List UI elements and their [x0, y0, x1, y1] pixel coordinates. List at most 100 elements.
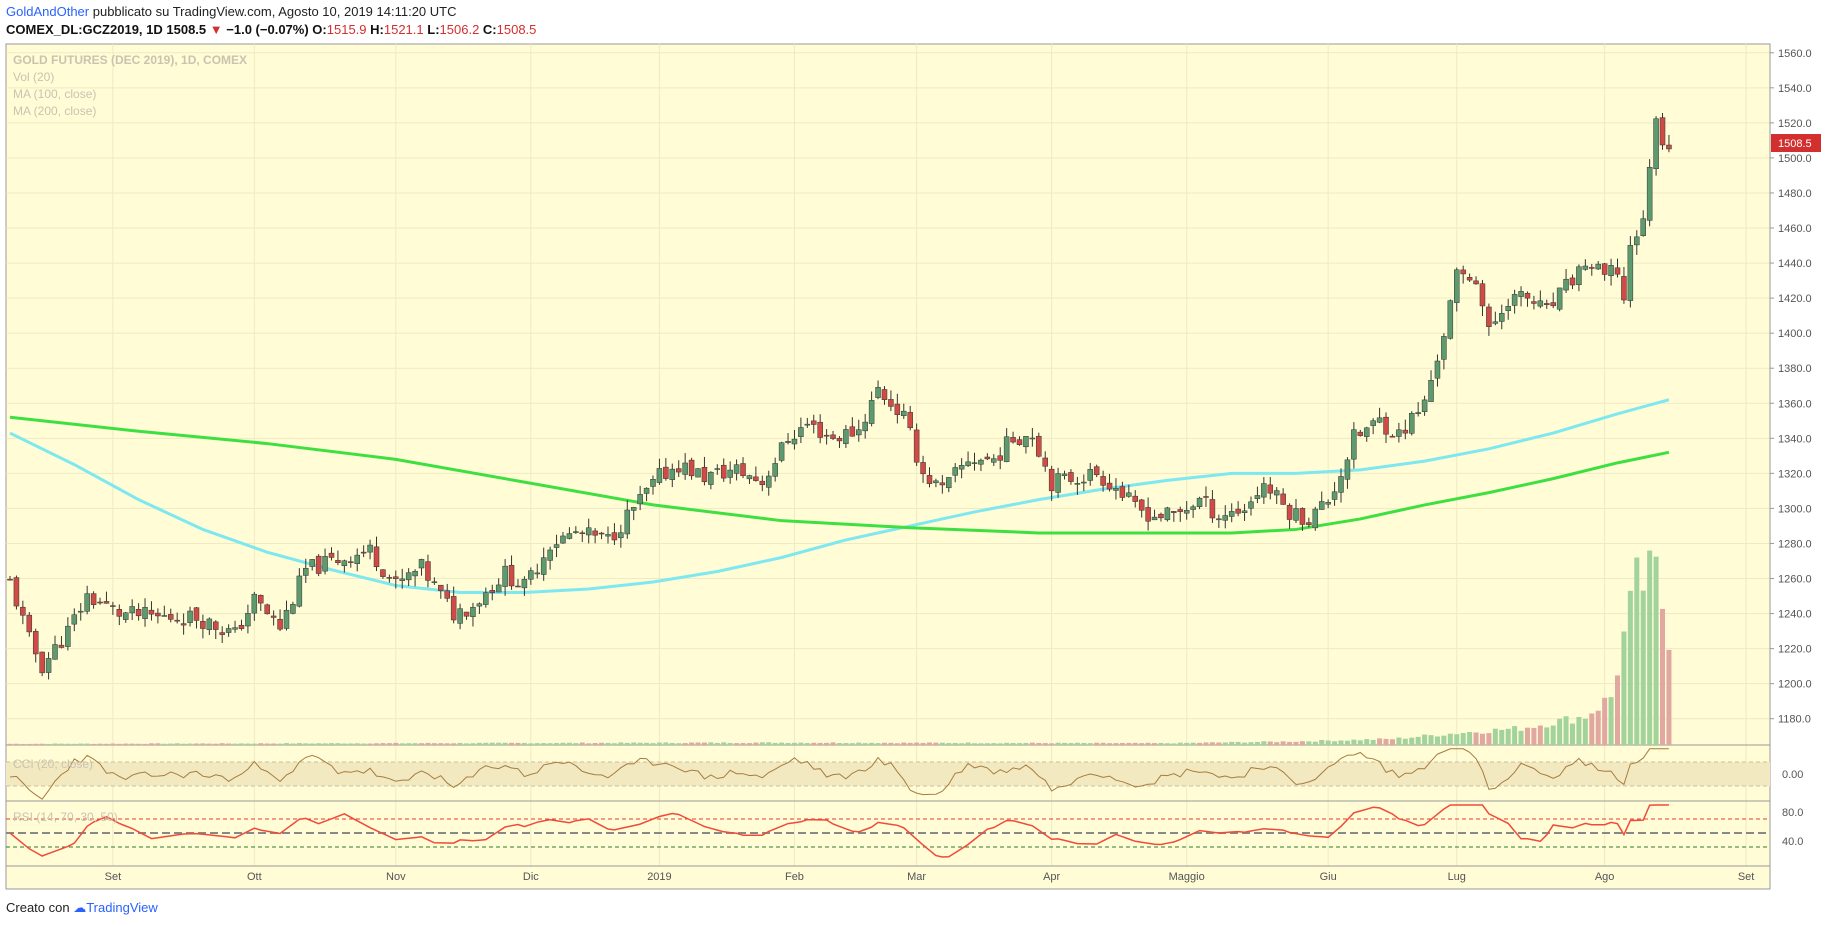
volume-bar	[110, 743, 116, 745]
candle-body	[1589, 267, 1595, 269]
candle-body	[1544, 303, 1550, 305]
candle-body	[1466, 277, 1473, 281]
candle-body	[129, 606, 135, 614]
volume-bar	[721, 742, 727, 745]
tradingview-logo-icon[interactable]: ☁	[73, 900, 87, 915]
volume-bar	[1055, 742, 1061, 745]
candle-body	[1293, 508, 1299, 521]
volume-bar	[637, 742, 643, 745]
candle-body	[1126, 492, 1132, 497]
rsi-axis-label: 80.0	[1782, 807, 1803, 819]
candle-body	[785, 441, 791, 443]
volume-bar	[920, 742, 926, 745]
candle-body	[528, 570, 534, 580]
volume-bar	[521, 742, 527, 745]
volume-bar	[1550, 725, 1556, 745]
volume-bar	[46, 743, 52, 745]
x-tick-label: Ago	[1595, 871, 1615, 883]
candle-body	[386, 577, 393, 579]
y-tick-label: 1540.0	[1778, 83, 1812, 95]
volume-bar	[669, 742, 675, 745]
candle-body	[1357, 431, 1364, 436]
volume-bar	[547, 743, 553, 745]
chart-header: GoldAndOther pubblicato su TradingView.c…	[0, 0, 1828, 44]
price-change: −1.0 (−0.07%)	[226, 22, 309, 37]
candle-body	[804, 423, 811, 426]
volume-bar	[219, 743, 225, 745]
candle-body	[701, 466, 708, 483]
candle-body	[579, 532, 586, 534]
volume-bar	[39, 743, 45, 745]
candle-body	[225, 628, 232, 633]
candle-body	[746, 475, 753, 480]
x-tick-label: Apr	[1043, 871, 1060, 883]
volume-bar	[1338, 740, 1344, 745]
x-tick-label: Feb	[785, 871, 804, 883]
volume-bar	[277, 743, 283, 745]
candle-body	[13, 577, 20, 607]
candle-body	[251, 593, 258, 614]
candle-body	[1016, 439, 1023, 445]
candle-body	[791, 438, 798, 445]
volume-bar	[1004, 742, 1010, 745]
volume-bar	[708, 742, 714, 745]
candle-body	[1556, 287, 1563, 310]
volume-bar	[200, 743, 206, 745]
candle-body	[894, 403, 901, 415]
volume-bar	[1666, 649, 1672, 745]
volume-bar	[579, 742, 585, 745]
x-tick-label: Lug	[1448, 871, 1466, 883]
candle-body	[1209, 499, 1216, 519]
candle-body	[1351, 429, 1357, 460]
volume-bar	[341, 743, 347, 745]
candle-body	[206, 618, 213, 630]
x-tick-label: Ott	[247, 871, 262, 883]
candle-body	[1383, 416, 1389, 435]
candle-body	[1460, 269, 1466, 275]
volume-bar	[798, 742, 804, 745]
volume-bar	[1107, 743, 1113, 745]
candle-body	[1479, 283, 1486, 307]
candle-body	[1029, 437, 1036, 440]
candle-body	[708, 471, 714, 485]
candle-body	[431, 581, 438, 583]
candle-body	[1048, 468, 1055, 492]
candle-body	[1196, 497, 1203, 507]
candle-body	[1402, 429, 1409, 434]
candle-body	[58, 644, 65, 648]
volume-bar	[1389, 739, 1395, 745]
volume-bar	[1467, 731, 1473, 745]
volume-bar	[611, 743, 617, 745]
volume-bar	[451, 743, 457, 745]
volume-bar	[914, 742, 920, 745]
candle-body	[322, 556, 328, 572]
candle-body	[354, 554, 360, 564]
candle-body	[913, 429, 920, 463]
tradingview-brand[interactable]: TradingView	[86, 900, 158, 915]
time-axis: Set Ott Nov Dic 2019 Feb Mar Apr Maggio Giu Lug Ago…	[105, 871, 1755, 883]
candle-body	[656, 468, 663, 483]
volume-bar	[1126, 742, 1132, 745]
chart-legend: GOLD FUTURES (DEC 2019), 1D, COMEX Vol (…	[13, 53, 247, 824]
candle-body	[868, 400, 875, 424]
volume-bar	[1383, 738, 1389, 745]
candle-body	[1132, 495, 1138, 502]
candle-body	[1627, 245, 1634, 301]
candle-body	[946, 477, 952, 489]
volume-bar	[1132, 742, 1138, 745]
author-link[interactable]: GoldAndOther	[6, 4, 90, 19]
volume-bar	[425, 742, 431, 745]
candle-body	[232, 627, 238, 630]
volume-bar	[1473, 732, 1479, 745]
volume-bar	[1017, 743, 1023, 745]
candle-body	[65, 625, 71, 647]
volume-bar	[605, 742, 611, 745]
candle-body	[817, 421, 823, 438]
candle-body	[1415, 412, 1421, 414]
candle-body	[1421, 399, 1428, 412]
close-value: 1508.5	[496, 22, 537, 37]
candle-body	[315, 555, 322, 574]
candle-body	[553, 544, 560, 548]
volume-bar	[1422, 734, 1428, 745]
